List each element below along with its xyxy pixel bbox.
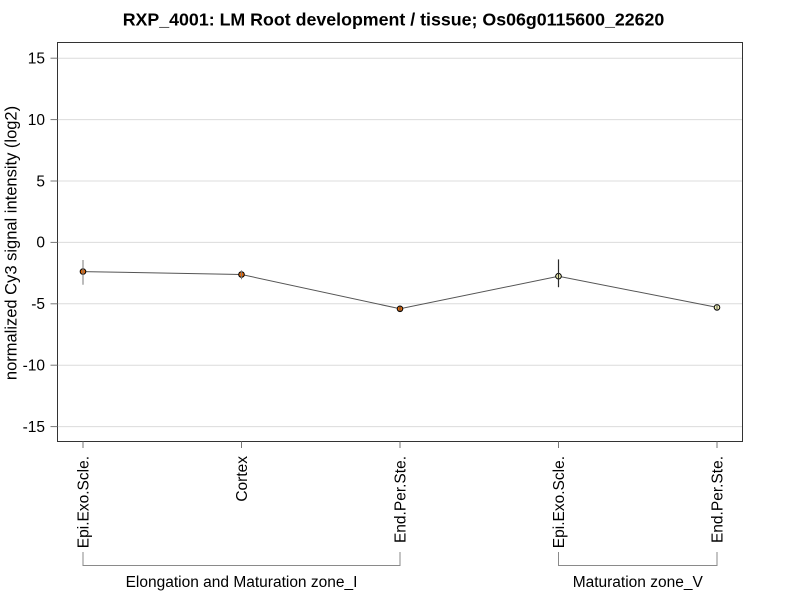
svg-text:-10: -10	[23, 358, 46, 375]
svg-text:normalized Cy3 signal intensit: normalized Cy3 signal intensity (log2)	[3, 106, 21, 380]
svg-text:-5: -5	[31, 296, 45, 313]
svg-text:0: 0	[36, 235, 45, 252]
svg-text:Cortex: Cortex	[234, 456, 251, 502]
svg-text:10: 10	[28, 112, 46, 129]
svg-text:End.Per.Ste.: End.Per.Ste.	[393, 456, 410, 543]
svg-text:RXP_4001: LM Root development: RXP_4001: LM Root development / tissue; …	[123, 10, 665, 30]
svg-text:End.Per.Ste.: End.Per.Ste.	[710, 456, 727, 543]
svg-text:Epi.Exo.Scle.: Epi.Exo.Scle.	[551, 456, 568, 548]
svg-text:Elongation and Maturation zone: Elongation and Maturation zone_I	[126, 574, 358, 591]
svg-text:5: 5	[36, 173, 45, 190]
svg-text:Maturation zone_V: Maturation zone_V	[573, 574, 704, 591]
svg-text:Epi.Exo.Scle.: Epi.Exo.Scle.	[76, 456, 93, 548]
svg-text:15: 15	[28, 51, 45, 68]
svg-text:-15: -15	[23, 419, 45, 436]
